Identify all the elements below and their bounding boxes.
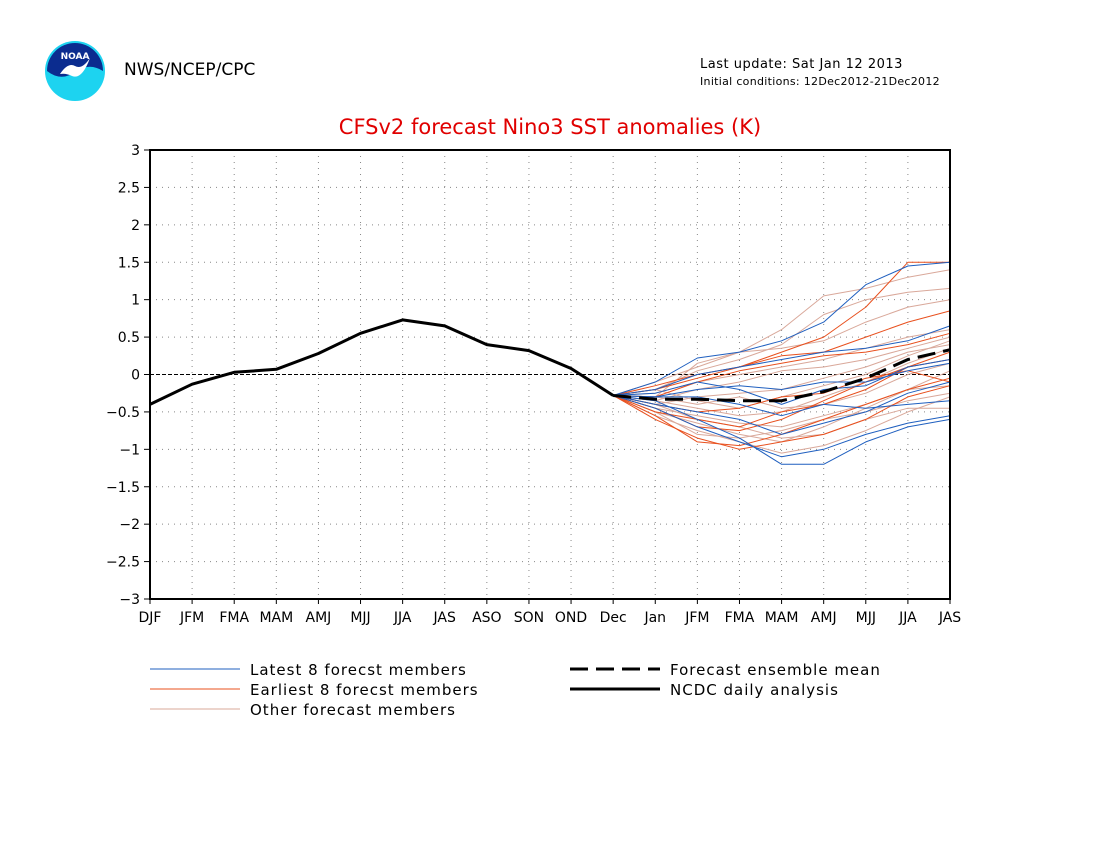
x-tick-label: Dec bbox=[600, 610, 627, 626]
x-tick-label: SON bbox=[514, 610, 544, 626]
logo-upper bbox=[47, 43, 103, 77]
y-axis: −3 −2.5 −2 −1.5 −1 −0.5 0 0.5 1 1.5 2 2.5 3 bbox=[106, 143, 150, 608]
last-update: Last update: Sat Jan 12 2013 bbox=[700, 57, 903, 72]
series-line-mean bbox=[613, 348, 951, 403]
x-tick-label: JFM bbox=[179, 610, 204, 626]
series-line-earliest bbox=[612, 385, 951, 450]
legend: Latest 8 forecst members Earliest 8 fore… bbox=[150, 661, 881, 719]
x-tick-label: JJA bbox=[898, 610, 917, 626]
series-line-latest bbox=[613, 395, 951, 417]
series-line-other bbox=[613, 287, 951, 396]
x-tick-label: MAM bbox=[259, 610, 293, 626]
y-tick-label: −2.5 bbox=[106, 555, 140, 571]
legend-label-earliest: Earliest 8 forecst members bbox=[250, 681, 479, 699]
series-line-earliest bbox=[613, 310, 951, 396]
y-tick-label: −0.5 bbox=[106, 405, 140, 421]
x-tick-label: MJJ bbox=[350, 610, 370, 626]
x-tick-label: AMJ bbox=[306, 610, 332, 626]
series-line-earliest bbox=[613, 261, 950, 396]
x-tick-label: AMJ bbox=[811, 610, 837, 626]
y-tick-label: 1 bbox=[131, 293, 140, 309]
series-line-latest bbox=[613, 359, 951, 405]
series-line-latest bbox=[613, 395, 951, 458]
y-tick-label: 0.5 bbox=[118, 330, 140, 346]
x-tick-label: JJA bbox=[393, 610, 412, 626]
series-line-other bbox=[612, 395, 951, 454]
x-tick-label: DJF bbox=[139, 610, 162, 626]
series-line-latest bbox=[613, 395, 951, 465]
noaa-logo: NOAA bbox=[45, 41, 105, 101]
y-tick-label: −1.5 bbox=[106, 480, 140, 496]
y-tick-label: 1.5 bbox=[118, 255, 140, 271]
legend-label-mean: Forecast ensemble mean bbox=[670, 661, 881, 679]
y-tick-label: 0 bbox=[131, 368, 140, 384]
x-tick-label: ASO bbox=[472, 610, 501, 626]
x-tick-label: JAS bbox=[938, 610, 961, 626]
x-tick-label: MJJ bbox=[856, 610, 876, 626]
x-tick-label: MAM bbox=[765, 610, 799, 626]
x-axis: DJF JFM FMA MAM AMJ MJJ JJA JAS ASO SON OND Dec Jan J… bbox=[139, 599, 961, 626]
series-lines bbox=[149, 261, 951, 465]
x-tick-label: JAS bbox=[433, 610, 456, 626]
series-line-latest bbox=[613, 325, 951, 396]
logo-text: NOAA bbox=[61, 52, 90, 62]
series-line-analysis bbox=[149, 318, 615, 406]
initial-conditions: Initial conditions: 12Dec2012-21Dec2012 bbox=[700, 75, 940, 88]
grid bbox=[150, 150, 950, 599]
y-tick-label: −1 bbox=[119, 442, 140, 458]
y-tick-label: 2 bbox=[131, 218, 140, 234]
y-tick-label: 2.5 bbox=[118, 180, 140, 196]
org-label: NWS/NCEP/CPC bbox=[124, 60, 256, 80]
legend-label-other: Other forecast members bbox=[250, 701, 456, 719]
series-line-earliest bbox=[613, 332, 951, 398]
x-tick-label: FMA bbox=[725, 610, 755, 626]
x-tick-label: OND bbox=[555, 610, 587, 626]
series-line-other bbox=[613, 395, 950, 439]
y-tick-label: 3 bbox=[131, 143, 140, 159]
y-tick-label: −2 bbox=[119, 517, 140, 533]
series-line-latest bbox=[613, 261, 951, 396]
series-line-other bbox=[613, 269, 951, 396]
series-line-other bbox=[613, 299, 951, 398]
x-tick-label: FMA bbox=[219, 610, 249, 626]
legend-label-latest: Latest 8 forecst members bbox=[250, 661, 467, 679]
legend-label-analysis: NCDC daily analysis bbox=[670, 681, 839, 699]
x-tick-label: JFM bbox=[684, 610, 709, 626]
series-line-latest bbox=[613, 362, 951, 398]
chart-title: CFSv2 forecast Nino3 SST anomalies (K) bbox=[339, 115, 761, 139]
y-tick-label: −3 bbox=[119, 592, 140, 608]
x-tick-label: Jan bbox=[643, 610, 666, 626]
logo-bird bbox=[60, 58, 90, 77]
